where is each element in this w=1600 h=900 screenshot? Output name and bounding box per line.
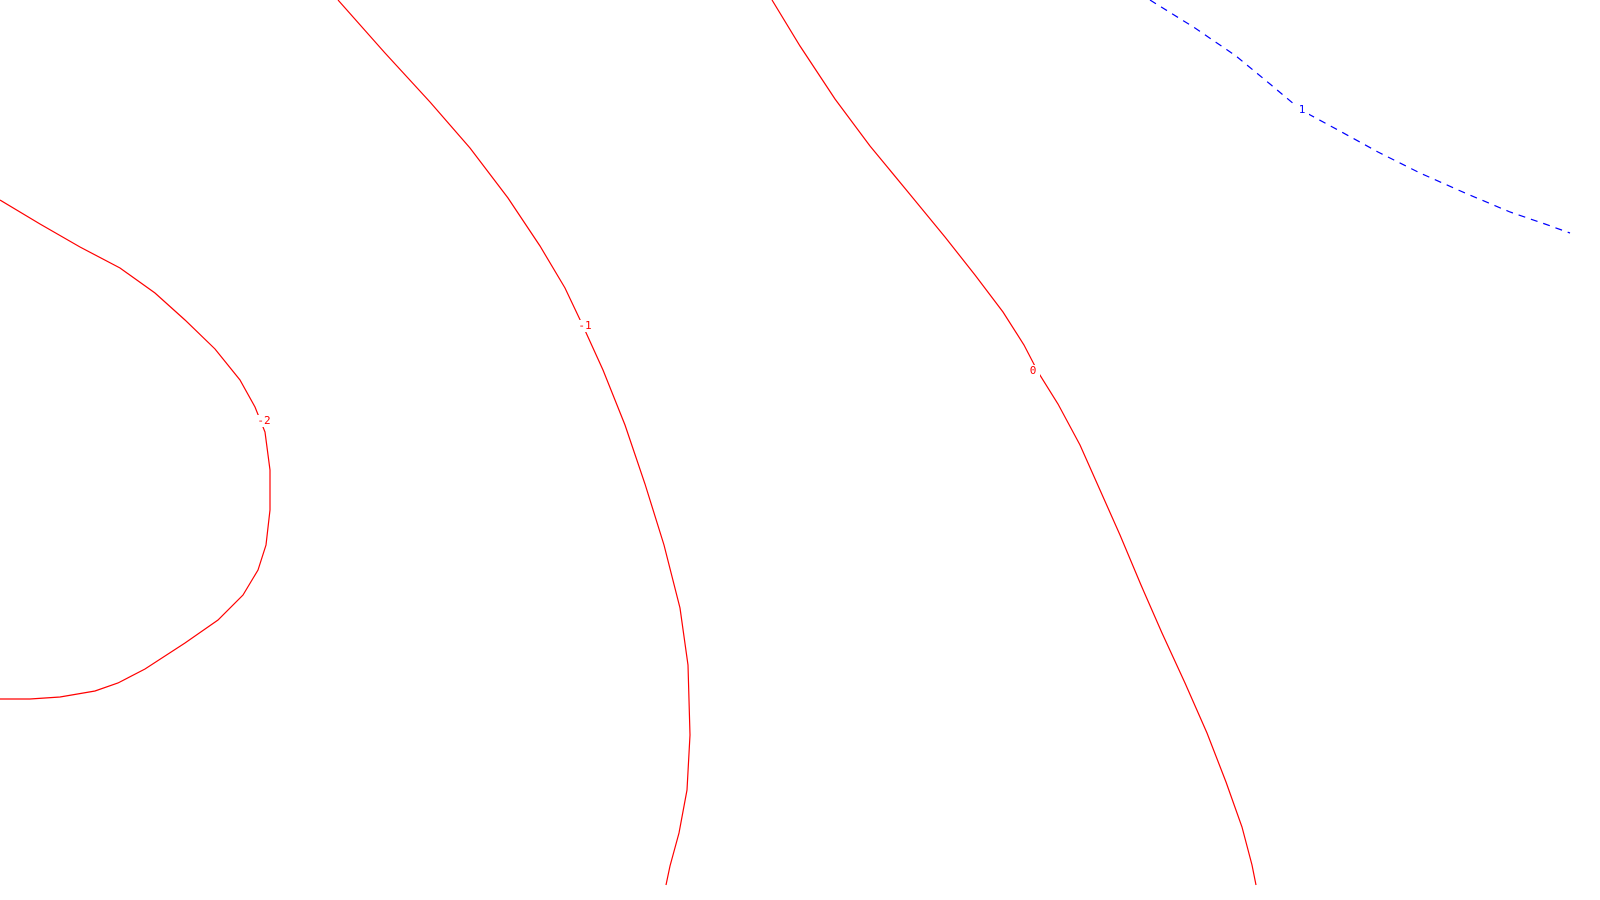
contour-label-2: 0 bbox=[1030, 364, 1037, 377]
contour-line-0 bbox=[0, 199, 271, 700]
contour-line-1 bbox=[337, 0, 691, 886]
contour-line-3 bbox=[1149, 0, 1571, 234]
contour-label-0: -2 bbox=[257, 414, 270, 427]
contour-label-1: -1 bbox=[578, 319, 591, 332]
contour-label-background-1 bbox=[578, 320, 592, 332]
contour-label-background-2 bbox=[1026, 365, 1040, 377]
contour-label-background-0 bbox=[257, 415, 271, 427]
contour-line-2 bbox=[771, 0, 1257, 886]
contour-label-background-3 bbox=[1295, 104, 1309, 116]
contour-label-3: 1 bbox=[1299, 103, 1306, 116]
